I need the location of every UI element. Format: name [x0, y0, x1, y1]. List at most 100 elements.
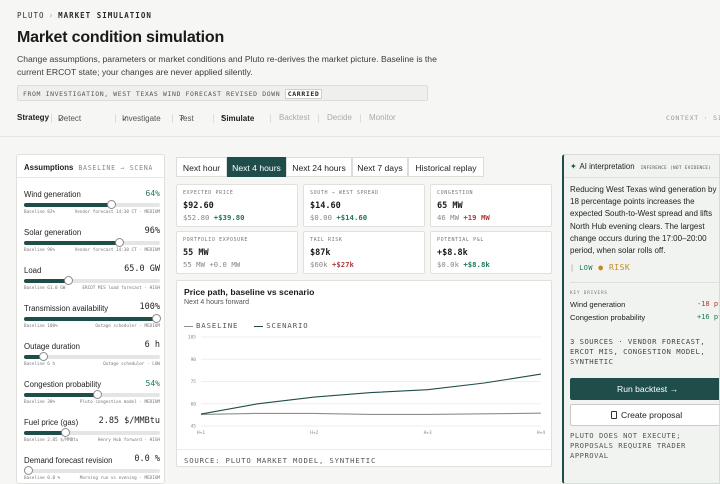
breadcrumb-root[interactable]: PLUTO: [17, 11, 45, 20]
assumption-param: Solar generation 96% Baseline 96% Vendor fo…: [24, 226, 160, 256]
param-value: 100%: [139, 302, 160, 312]
slider-handle[interactable]: [60, 428, 70, 437]
param-meta: Baseline 82% Vendor forecast 14:30 CT · M…: [24, 210, 160, 218]
metric-comparison: $0.00 +$14.60: [310, 213, 424, 222]
document-icon: [611, 411, 617, 419]
tab-next-24-hours[interactable]: Next 24 hours: [286, 157, 352, 177]
slider-fill: [24, 355, 44, 359]
param-slider[interactable]: [24, 314, 161, 323]
tab-next-7-days[interactable]: Next 7 days: [352, 157, 408, 177]
tab-next-4-hours[interactable]: Next 4 hours: [227, 157, 286, 177]
metric-card: EXPECTED PRICE $92.60 $52.80 +$39.80: [176, 184, 298, 227]
confidence-low-badge: | LOW: [570, 264, 593, 272]
metric-baseline: 55 MW: [183, 260, 205, 269]
metric-delta: +$14.60: [336, 213, 368, 222]
param-slider[interactable]: [24, 276, 160, 285]
origin-bar: FROM INVESTIGATION, WEST TEXAS WIND FORE…: [17, 85, 428, 101]
driver-value: +16 pt: [697, 313, 720, 321]
assumption-param: Fuel price (gas) 2.85 $/MMBtu Baseline 2.8…: [24, 416, 160, 446]
param-value: 65.0 GW: [124, 264, 160, 274]
x-tick-label: H+3: [424, 430, 432, 436]
driver-label: Congestion probability: [570, 313, 646, 322]
step-backtest[interactable]: Backtest: [279, 113, 310, 122]
page-title: Market condition simulation: [17, 29, 225, 46]
ai-divider: [570, 282, 719, 283]
step-label: Detect: [58, 114, 82, 123]
slider-handle[interactable]: [93, 390, 103, 399]
assumption-param: Load 65.0 GW Baseline 61.0 GW ERCOT MIS loa…: [24, 264, 160, 294]
param-meta: Baseline 6 h Outage scheduler · LOW: [24, 362, 160, 370]
metric-value: 55 MW: [183, 248, 209, 258]
step-decide[interactable]: Decide: [327, 113, 352, 122]
param-baseline: Baseline 38%: [24, 400, 56, 405]
slider-fill: [24, 241, 120, 245]
slider-handle[interactable]: [152, 314, 161, 323]
param-baseline: Baseline 61.0 GW: [24, 286, 66, 291]
context-signals-tabs[interactable]: CONTEXT · SIG: [666, 114, 720, 122]
param-meta: Baseline 100% Outage scheduler · MEDIUM: [24, 324, 160, 332]
param-slider[interactable]: [24, 200, 160, 209]
assumption-param: Outage duration 6 h Baseline 6 h Outage sch…: [24, 340, 160, 370]
slider-fill: [24, 431, 65, 435]
param-baseline: Baseline 6 h: [24, 362, 56, 367]
step-monitor[interactable]: Monitor: [369, 113, 396, 122]
param-value: 2.85 $/MMBtu: [98, 416, 160, 426]
check-icon: ✓: [122, 114, 129, 123]
param-source: Outage scheduler · MEDIUM: [95, 324, 160, 329]
ai-interpretation-panel: ✦ AI interpretation INFERENCE (NOT EVIDENC…: [562, 154, 720, 484]
param-value: 96%: [144, 226, 160, 236]
metric-title: CONGESTION: [437, 190, 474, 196]
param-label: Outage duration: [24, 342, 80, 351]
tab-historical-replay[interactable]: Historical replay: [408, 157, 484, 177]
sparkle-icon: ✦: [570, 162, 577, 171]
param-slider[interactable]: [24, 466, 160, 475]
param-value: 0.0 %: [134, 454, 160, 464]
ai-title: AI interpretation: [579, 162, 635, 171]
slider-handle[interactable]: [39, 352, 49, 361]
param-meta: Baseline 0.0 % Morning run vs evening · M…: [24, 476, 160, 483]
metric-delta: +$27k: [331, 260, 354, 269]
param-value: 6 h: [144, 340, 160, 350]
metric-title: SOUTH → WEST SPREAD: [310, 190, 379, 196]
metric-baseline: $52.80: [183, 213, 210, 222]
metric-comparison: 46 MW +19 MW: [437, 213, 551, 222]
metric-title: PORTFOLIO EXPOSURE: [183, 237, 248, 243]
y-tick-label: 90: [191, 357, 197, 363]
param-slider[interactable]: [24, 428, 160, 437]
y-tick-label: 60: [191, 401, 197, 407]
risk-label: RISK: [608, 263, 631, 272]
legend-baseline: BASELINE: [196, 321, 239, 330]
driver-row: Wind generation -18 pt: [570, 300, 719, 309]
param-source: Vendor forecast 14:30 CT · MEDIUM: [74, 210, 160, 215]
param-slider[interactable]: [24, 238, 160, 247]
slider-handle[interactable]: [107, 200, 117, 209]
ai-header: ✦ AI interpretation INFERENCE (NOT EVIDENC…: [564, 155, 719, 178]
metric-value: $14.60: [310, 201, 341, 211]
metric-comparison: $52.80 +$39.80: [183, 213, 297, 222]
assumption-param: Wind generation 64% Baseline 82% Vendor for…: [24, 188, 160, 218]
step-label: Investigate: [122, 114, 161, 123]
slider-handle[interactable]: [63, 276, 73, 285]
create-proposal-button[interactable]: Create proposal: [570, 404, 719, 426]
slider-handle[interactable]: [115, 238, 125, 247]
create-proposal-label: Create proposal: [621, 410, 683, 420]
confidence-low-label: LOW: [579, 264, 593, 272]
param-slider[interactable]: [24, 352, 160, 361]
chart-source-divider: [177, 449, 551, 450]
param-baseline: Baseline 2.85 $/MMBtu: [24, 438, 79, 443]
param-label: Congestion probability: [24, 380, 102, 389]
key-drivers-label: KEY DRIVERS: [570, 291, 608, 296]
param-slider[interactable]: [24, 390, 160, 399]
param-value: 54%: [145, 379, 160, 388]
tab-next-hour[interactable]: Next hour: [176, 157, 227, 177]
run-backtest-button[interactable]: Run backtest →: [570, 378, 719, 400]
assumptions-panel: Assumptions BASELINE → SCENA Wind generat…: [16, 154, 165, 484]
slider-handle[interactable]: [24, 466, 33, 475]
ai-body: Reducing West Texas wind generation by 1…: [570, 185, 717, 256]
chart-source: SOURCE: PLUTO MARKET MODEL, SYNTHETIC: [184, 456, 377, 465]
param-label: Load: [24, 266, 42, 275]
metric-card: PORTFOLIO EXPOSURE 55 MW 55 MW +0.0 MW: [176, 231, 298, 274]
check-icon: ✓: [179, 114, 186, 123]
metric-comparison: 55 MW +0.0 MW: [183, 260, 297, 269]
steps-title: Strategy: [17, 113, 50, 122]
